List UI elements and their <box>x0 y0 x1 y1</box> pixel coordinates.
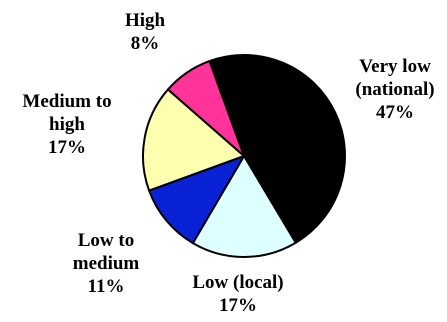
slice-percent-label: 11% <box>88 276 125 297</box>
slice-category-label: Low to <box>78 230 134 251</box>
pie-labels: Very low(national)47%Low (local)17%Low t… <box>22 10 434 316</box>
slice-category-label: High <box>125 10 166 31</box>
slice-percent-label: 17% <box>219 295 257 316</box>
slice-percent-label: 17% <box>48 137 86 158</box>
slice-category-label: Medium to <box>22 91 111 112</box>
slice-category-label: high <box>49 114 85 135</box>
slice-percent-label: 47% <box>376 102 414 123</box>
pie-slice <box>142 88 245 192</box>
slice-percent-label: 8% <box>131 33 160 54</box>
pie-slice <box>191 155 297 258</box>
pie-slice <box>208 54 346 244</box>
slice-category-label: (national) <box>355 79 434 100</box>
pie-slices <box>142 54 346 258</box>
pie-slice <box>148 155 245 245</box>
slice-category-label: medium <box>73 253 140 274</box>
slice-category-label: Low (local) <box>192 272 283 293</box>
slice-category-label: Very low <box>359 56 431 77</box>
pie-slice <box>167 60 245 157</box>
